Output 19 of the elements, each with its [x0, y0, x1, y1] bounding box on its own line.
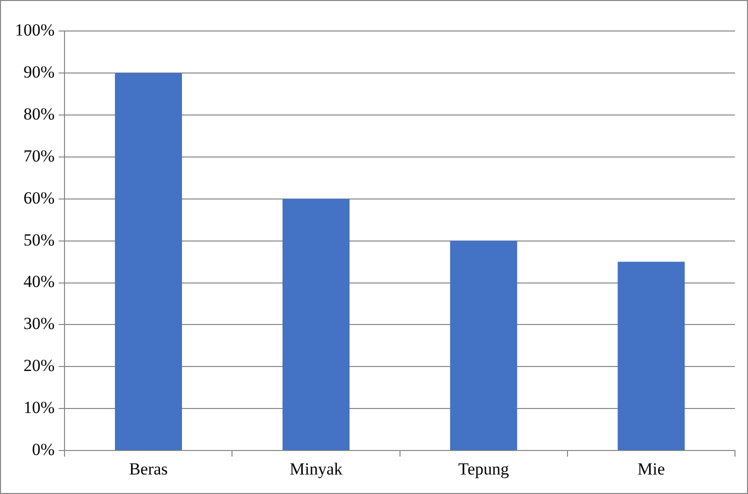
- bar: [450, 240, 518, 450]
- y-tick-label: 70%: [23, 146, 55, 166]
- bar: [618, 262, 685, 450]
- y-tick-label: 60%: [23, 188, 55, 208]
- y-tick-label: 50%: [23, 230, 55, 250]
- y-tick-label: 0%: [32, 440, 55, 460]
- x-tick-label: Beras: [129, 459, 168, 478]
- bar: [114, 72, 182, 450]
- x-tick-label: Tepung: [458, 459, 510, 478]
- x-tick-label: Mie: [638, 459, 665, 478]
- y-tick-label: 80%: [23, 104, 55, 124]
- y-tick-label: 30%: [23, 314, 55, 334]
- y-tick-label: 20%: [23, 356, 55, 376]
- bar: [282, 198, 350, 450]
- x-tick-label: Minyak: [290, 459, 343, 478]
- y-tick-label: 10%: [23, 398, 55, 418]
- y-tick-label: 100%: [14, 20, 55, 40]
- y-tick-label: 90%: [23, 62, 55, 82]
- y-tick-label: 40%: [23, 272, 55, 292]
